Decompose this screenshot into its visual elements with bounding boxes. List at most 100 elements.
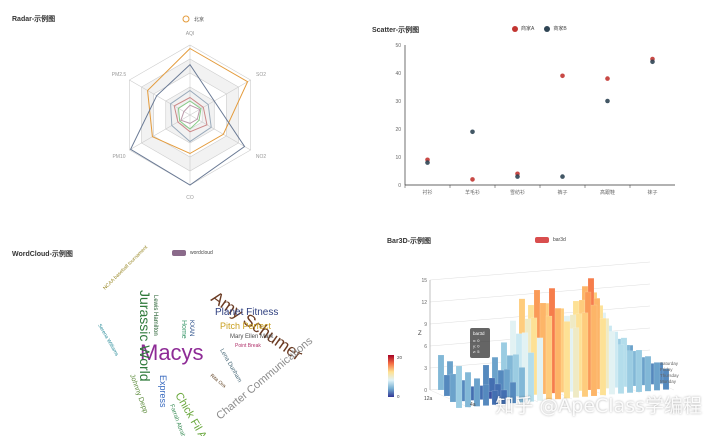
bar3d-y-axis-label: 4a xyxy=(470,402,476,408)
bar3d-z-tick-label: 6 xyxy=(424,344,427,350)
wordcloud-word: Jurassic World xyxy=(137,290,153,382)
wordcloud-word: Home xyxy=(180,320,187,339)
bar3d-bar xyxy=(662,368,670,390)
radar-indicator-label: PM2.5 xyxy=(112,72,127,78)
wordcloud-word: Express xyxy=(158,375,168,408)
bar3d-z-tick-label: 3 xyxy=(424,366,427,372)
radar-indicator-label: SO2 xyxy=(256,72,266,78)
radar-series-line xyxy=(180,104,201,124)
bar3d-bar xyxy=(536,337,544,401)
wordcloud-legend[interactable]: wordcloud xyxy=(172,250,213,256)
bar3d-bar xyxy=(464,372,472,408)
bar3d-bar xyxy=(626,350,634,393)
bar3d-day-label: Friday xyxy=(660,367,673,372)
radar-legend-label: 北京 xyxy=(194,16,205,23)
bar3d-bar xyxy=(518,367,526,403)
wordcloud-word: NCAA baseball tournament xyxy=(102,244,149,291)
bar3d-z-axis-label: Z xyxy=(418,331,422,337)
radar-series-line xyxy=(170,89,212,143)
scatter-y-tick-label: 10 xyxy=(395,155,401,161)
scatter-legend-item-b[interactable]: 商家B xyxy=(544,25,567,32)
bar3d-bar xyxy=(488,377,496,393)
scatter-legend-label-b: 商家B xyxy=(553,26,567,32)
scatter-point xyxy=(560,73,565,79)
bar3d-day-label: Saturday xyxy=(660,361,679,366)
bar3d-visual-map-max: 20 xyxy=(397,355,403,360)
scatter-point xyxy=(605,76,610,81)
bar3d-bar xyxy=(635,349,643,393)
bar3d-title: Bar3D-示例图 xyxy=(387,238,431,245)
scatter-point xyxy=(560,174,565,179)
legend-rect-icon xyxy=(535,237,549,243)
legend-circle-icon xyxy=(182,15,190,23)
wordcloud-word: Point Break xyxy=(235,343,261,349)
bar3d-bar xyxy=(608,331,616,395)
bar3d-tooltip-row: y: 0 xyxy=(473,344,480,349)
radar-title: Radar-示例图 xyxy=(12,16,56,23)
bar3d-legend[interactable]: bar3d xyxy=(535,237,566,243)
wordcloud-word: Planet Fitness xyxy=(215,307,278,318)
bar3d-bar xyxy=(554,308,562,400)
scatter-y-tick-label: 30 xyxy=(395,99,401,105)
wordcloud-word: Lena Dunham xyxy=(218,348,242,384)
scatter-y-tick-label: 0 xyxy=(398,183,401,189)
scatter-y-tick-label: 20 xyxy=(395,127,401,133)
bar3d-legend-label: bar3d xyxy=(553,237,566,243)
scatter-y-tick-label: 50 xyxy=(395,43,401,49)
radar-indicator-label: AQI xyxy=(186,31,195,37)
bar3d-bar xyxy=(473,378,481,407)
legend-dot-icon xyxy=(544,25,551,32)
bar3d-z-tick-label: 0 xyxy=(424,388,427,394)
radar-axis-line xyxy=(129,79,191,116)
bar3d-bar xyxy=(527,352,535,402)
bar3d-z-tick-label: 9 xyxy=(424,322,427,328)
radar-indicator-label: CO xyxy=(186,195,194,201)
bar3d-bar xyxy=(590,304,598,397)
bar3d-bar xyxy=(437,354,445,391)
scatter-chart: 0 10 20 30 40 50 衬衫 羊毛衫 雪纺衫 裤子 高跟鞋 袜子 xyxy=(395,43,675,196)
scatter-x-tick-label: 羊毛衫 xyxy=(465,189,480,196)
scatter-point xyxy=(650,59,655,65)
radar-series-line xyxy=(177,100,202,130)
bar3d-bar xyxy=(653,362,661,391)
scatter-point xyxy=(470,177,475,182)
scatter-legend-item-a[interactable]: 商家A xyxy=(512,25,534,32)
wordcloud-word: KXAN xyxy=(188,320,194,336)
legend-dot-icon xyxy=(512,25,518,32)
scatter-x-tick-label: 高跟鞋 xyxy=(600,189,615,196)
radar-indicator-label: PM10 xyxy=(112,154,125,160)
wordcloud-word: Macys xyxy=(140,340,204,365)
scatter-point xyxy=(470,129,475,135)
bar3d-bar xyxy=(443,374,451,397)
bar3d-visual-map xyxy=(388,355,394,397)
bar3d-bar xyxy=(482,384,490,406)
bar3d-bar xyxy=(644,356,652,392)
bar3d-bar xyxy=(455,365,463,409)
scatter-x-tick-label: 裤子 xyxy=(557,189,567,196)
bar3d-visual-map-min: 0 xyxy=(397,394,400,399)
wordcloud-word: Pitch Perfect xyxy=(220,321,272,331)
scatter-x-tick-label: 雪纺衫 xyxy=(510,189,525,196)
scatter-point xyxy=(515,174,520,179)
bar3d-tooltip-title: bar3d xyxy=(473,331,485,336)
bar3d-grid-line xyxy=(429,261,651,281)
radar-indicator-label: NO2 xyxy=(256,154,267,160)
bar3d-tooltip-row: x: 0 xyxy=(473,338,480,343)
watermark: 知乎 @ApeClass学编程 xyxy=(495,395,702,417)
bar3d-chart: 0 3 6 9 12 15 Z 12a 4a SaturdayFridayThursdayMond… xyxy=(388,261,680,409)
wordcloud-word: Serena Williams xyxy=(96,323,120,358)
bar3d-tooltip-row: z: 5 xyxy=(473,349,480,354)
radar-legend[interactable]: 北京 xyxy=(182,15,204,23)
scatter-point xyxy=(605,98,610,104)
bar3d-bar xyxy=(563,321,571,399)
radar-series-line xyxy=(173,96,208,133)
bar3d-bar xyxy=(617,344,625,394)
wordcloud-word: Lewis Hamilton xyxy=(152,295,158,336)
legend-rect-icon xyxy=(172,250,186,256)
radar-series-line xyxy=(129,63,246,186)
bar3d-bar xyxy=(545,315,553,401)
scatter-y-tick-label: 40 xyxy=(395,71,401,77)
scatter-title: Scatter-示例图 xyxy=(372,27,420,34)
scatter-legend[interactable]: 商家A 商家B xyxy=(512,25,567,32)
